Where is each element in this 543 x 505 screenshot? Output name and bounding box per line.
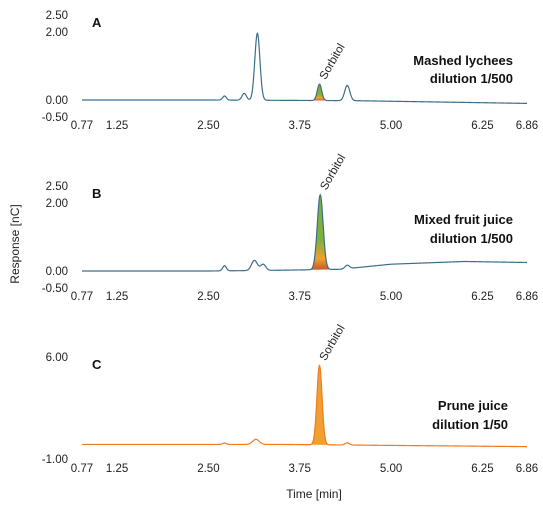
panel-b-letter: B: [92, 186, 101, 201]
panel-b-x-tick-label: 2.50: [197, 291, 219, 303]
panel-b-y-tick-label: -0.50: [42, 283, 68, 295]
panel-a-trace: [82, 32, 528, 104]
panel-c-x-tick-label: 6.86: [516, 463, 538, 475]
x-axis-title: Time [min]: [286, 487, 342, 501]
panel-a-letter: A: [92, 15, 102, 30]
panel-b-y-tick-label: 2.00: [46, 198, 68, 210]
panel-c-trace: [82, 364, 527, 448]
panel-a-y-tick-label: 0.00: [46, 95, 68, 107]
panel-a-x-tick-label: 2.50: [197, 120, 219, 132]
panel-b-x-tick-label: 6.86: [516, 291, 538, 303]
panel-c-dilution: dilution 1/50: [432, 417, 508, 432]
y-axis-title: Response [nC]: [8, 204, 22, 283]
panel-a-sample-name: Mashed lychees: [413, 53, 513, 68]
panel-a-x-ticks: 0.77 1.25 2.50 3.75 5.00 6.25 6.86: [71, 120, 538, 132]
panel-c-y-tick-label: 6.00: [46, 352, 68, 364]
panel-b-sample-name: Mixed fruit juice: [414, 212, 513, 227]
panel-c-y-ticks: 6.00 -1.00: [42, 352, 68, 466]
panel-b: B 2.50 2.00 0.00 -0.50 0.77 1.25 2.50 3.75 5.00…: [42, 153, 538, 303]
panel-a-y-tick-label: -0.50: [42, 112, 68, 124]
panel-b-x-ticks: 0.77 1.25 2.50 3.75 5.00 6.25 6.86: [71, 291, 538, 303]
panel-a: A 2.50 2.00 0.00 -0.50 0.77 1.25 2.50 3.75 5.00…: [42, 10, 538, 132]
panel-c-x-tick-label: 3.75: [289, 463, 311, 475]
panel-a-x-tick-label: 5.00: [380, 120, 402, 132]
panel-b-y-tick-label: 0.00: [46, 266, 68, 278]
panel-b-x-tick-label: 0.77: [71, 291, 93, 303]
panel-a-y-ticks: 2.50 2.00 0.00 -0.50: [42, 10, 68, 124]
panel-c-x-tick-label: 6.25: [471, 463, 493, 475]
panel-b-y-ticks: 2.50 2.00 0.00 -0.50: [42, 181, 68, 295]
panel-a-x-tick-label: 6.86: [516, 120, 538, 132]
panel-a-y-tick-label: 2.00: [46, 27, 68, 39]
panel-b-y-tick-label: 2.50: [46, 181, 68, 193]
panel-c-x-tick-label: 2.50: [197, 463, 219, 475]
panel-a-x-tick-label: 3.75: [289, 120, 311, 132]
panel-b-dilution: dilution 1/500: [430, 231, 513, 246]
panel-b-trace: [82, 193, 528, 272]
panel-a-x-tick-label: 6.25: [471, 120, 493, 132]
panel-c-peak-label: Sorbitol: [318, 323, 348, 363]
panel-c-x-tick-label: 5.00: [380, 463, 402, 475]
panel-a-x-tick-label: 1.25: [106, 120, 128, 132]
panel-b-x-tick-label: 5.00: [380, 291, 402, 303]
panel-b-peak-label: Sorbitol: [318, 153, 348, 193]
panel-b-x-tick-label: 1.25: [106, 291, 128, 303]
panel-c-x-tick-label: 1.25: [106, 463, 128, 475]
panel-c: C 6.00 -1.00 0.77 1.25 2.50 3.75 5.00 6.25 6.86…: [42, 323, 538, 475]
panel-c-sample-name: Prune juice: [438, 398, 508, 413]
panel-b-x-tick-label: 6.25: [471, 291, 493, 303]
panel-a-dilution: dilution 1/500: [430, 71, 513, 86]
panel-a-peak-label: Sorbitol: [318, 42, 348, 82]
panel-c-letter: C: [92, 357, 102, 372]
panel-a-x-tick-label: 0.77: [71, 120, 93, 132]
panel-c-y-tick-label: -1.00: [42, 454, 68, 466]
panel-c-x-tick-label: 0.77: [71, 463, 93, 475]
panel-c-x-ticks: 0.77 1.25 2.50 3.75 5.00 6.25 6.86: [71, 463, 538, 475]
panel-a-y-tick-label: 2.50: [46, 10, 68, 22]
panel-b-x-tick-label: 3.75: [289, 291, 311, 303]
